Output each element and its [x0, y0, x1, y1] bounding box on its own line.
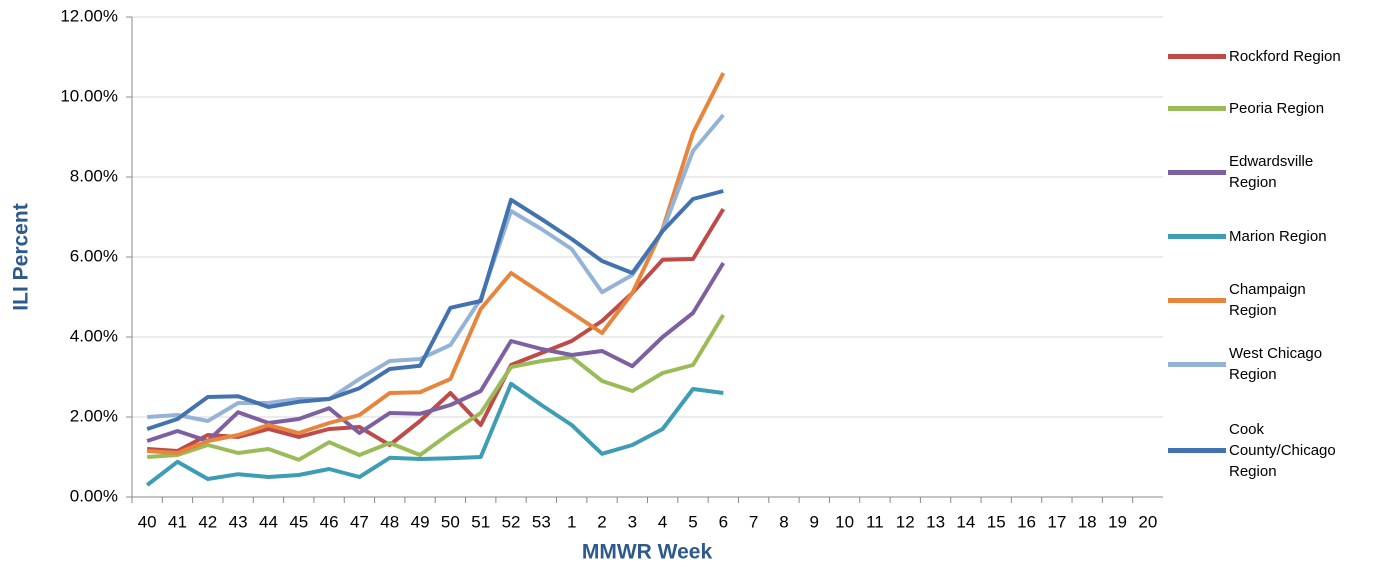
- x-tick-label: 41: [168, 512, 187, 531]
- x-tick-label: 19: [1108, 512, 1127, 531]
- x-tick-label: 53: [532, 512, 551, 531]
- x-tick-label: 44: [259, 512, 278, 531]
- x-tick-label: 14: [956, 512, 975, 531]
- x-tick-label: 52: [502, 512, 521, 531]
- legend-swatch: [1168, 105, 1226, 111]
- x-tick-label: 13: [926, 512, 945, 531]
- x-tick-label: 2: [597, 512, 606, 531]
- x-tick-label: 7: [749, 512, 758, 531]
- x-tick-label: 50: [441, 512, 460, 531]
- x-tick-label: 4: [658, 512, 667, 531]
- y-tick-label: 10.00%: [60, 86, 118, 105]
- x-tick-label: 51: [471, 512, 490, 531]
- legend-label: Champaign Region: [1229, 281, 1306, 319]
- x-tick-label: 8: [779, 512, 788, 531]
- x-tick-label: 40: [138, 512, 157, 531]
- series-line: [147, 313, 726, 462]
- x-tick-label: 3: [628, 512, 637, 531]
- y-tick-label: 0.00%: [70, 486, 118, 505]
- x-axis-title: MMWR Week: [582, 541, 713, 564]
- legend-item: Rockford Region: [1168, 46, 1354, 67]
- series-line: [146, 261, 726, 443]
- x-tick-label: 1: [567, 512, 576, 531]
- legend-swatch: [1168, 233, 1226, 239]
- x-tick-label: 18: [1078, 512, 1097, 531]
- y-tick-label: 6.00%: [70, 246, 118, 265]
- legend-swatch: [1168, 447, 1226, 453]
- y-tick-label: 4.00%: [70, 326, 118, 345]
- x-tick-label: 20: [1138, 512, 1157, 531]
- x-tick-label: 12: [896, 512, 915, 531]
- x-tick-label: 15: [987, 512, 1006, 531]
- x-tick-label: 42: [198, 512, 217, 531]
- x-tick-label: 10: [835, 512, 854, 531]
- series-line: [147, 113, 725, 423]
- x-tick-label: 48: [380, 512, 399, 531]
- legend-item: West Chicago Region: [1168, 343, 1354, 385]
- x-tick-label: 49: [411, 512, 430, 531]
- series-line: [146, 189, 724, 431]
- x-tick-label: 9: [810, 512, 819, 531]
- legend-item: Edwardsville Region: [1168, 151, 1354, 193]
- series-line: [147, 72, 726, 455]
- x-tick-label: 45: [289, 512, 308, 531]
- x-tick-label: 17: [1047, 512, 1066, 531]
- legend-swatch: [1168, 53, 1226, 59]
- legend-swatch: [1168, 169, 1226, 175]
- x-tick-label: 46: [320, 512, 339, 531]
- legend-item: Peoria Region: [1168, 98, 1354, 119]
- y-axis-title: ILI Percent: [10, 203, 33, 310]
- x-tick-label: 43: [229, 512, 248, 531]
- y-tick-label: 12.00%: [60, 6, 118, 25]
- legend-swatch: [1168, 361, 1226, 367]
- legend-label: Cook County/Chicago Region: [1229, 420, 1336, 480]
- x-tick-label: 11: [866, 512, 884, 531]
- x-tick-label: 5: [688, 512, 697, 531]
- series-line: [145, 381, 724, 487]
- x-tick-label: 6: [719, 512, 728, 531]
- legend-label: Marion Region: [1229, 227, 1327, 245]
- legend-label: Edwardsville Region: [1229, 153, 1314, 191]
- y-tick-label: 8.00%: [70, 166, 118, 185]
- legend-item: Cook County/Chicago Region: [1168, 419, 1354, 482]
- x-tick-label: 47: [350, 512, 369, 531]
- legend-swatch: [1168, 297, 1226, 303]
- y-tick-label: 2.00%: [70, 406, 118, 425]
- legend-item: Marion Region: [1168, 226, 1354, 247]
- x-tick-label: 16: [1017, 512, 1036, 531]
- legend-label: Rockford Region: [1229, 47, 1341, 65]
- legend-item: Champaign Region: [1168, 279, 1354, 321]
- legend-label: West Chicago Region: [1229, 345, 1323, 383]
- legend-label: Peoria Region: [1229, 99, 1325, 117]
